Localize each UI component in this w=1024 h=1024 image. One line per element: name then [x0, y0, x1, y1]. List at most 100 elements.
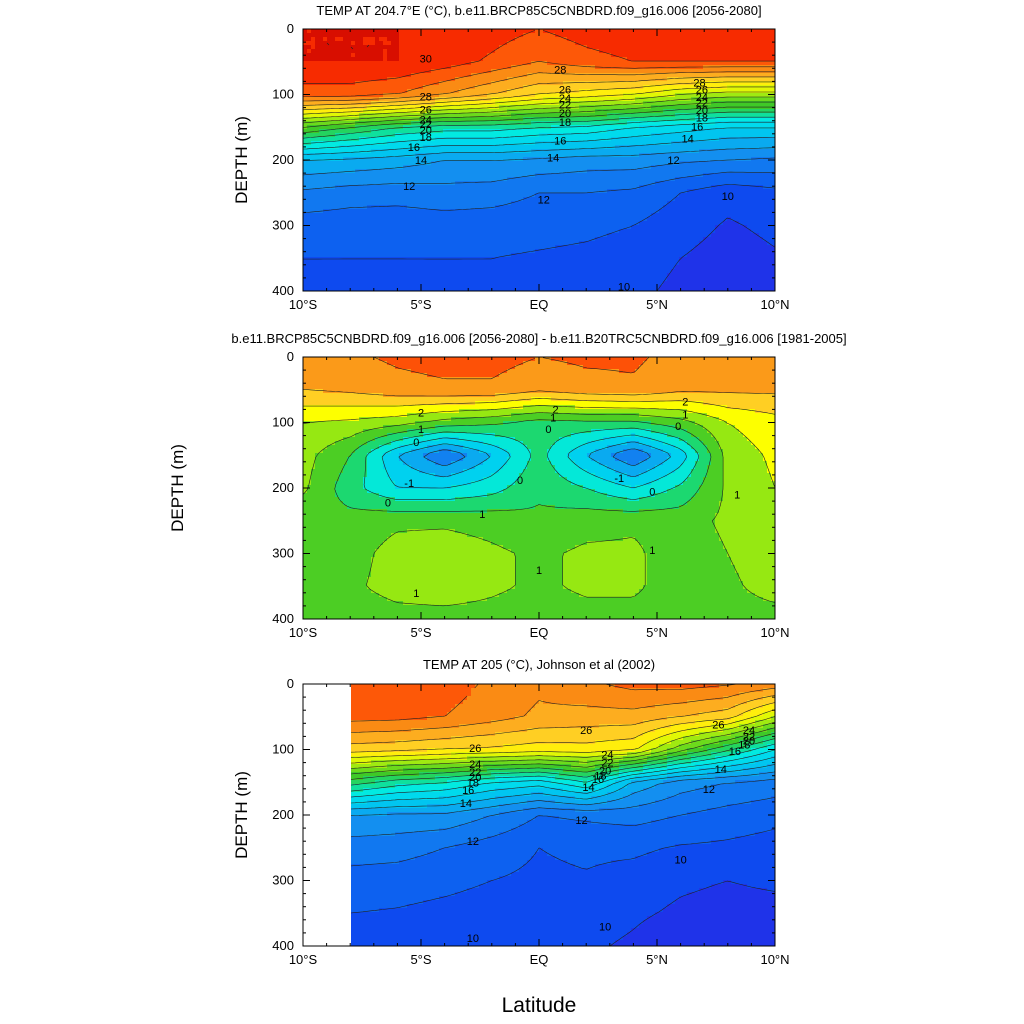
field-cell: [327, 193, 332, 198]
field-cell: [599, 149, 604, 154]
field-cell: [735, 169, 740, 174]
field-cell: [483, 57, 488, 62]
field-cell: [707, 81, 712, 86]
field-cell: [647, 89, 652, 94]
field-cell: [547, 161, 552, 166]
field-cell: [587, 169, 592, 174]
field-cell: [683, 145, 688, 150]
field-cell: [563, 69, 568, 74]
field-cell: [307, 69, 312, 74]
field-cell: [435, 173, 440, 178]
field-cell: [603, 193, 608, 198]
field-cell: [595, 85, 600, 90]
field-cell: [411, 101, 416, 106]
field-cell: [355, 61, 360, 66]
field-cell: [667, 117, 672, 122]
field-cell: [431, 113, 436, 118]
field-cell: [699, 45, 704, 50]
field-cell: [467, 89, 472, 94]
field-cell: [407, 189, 412, 194]
field-cell: [475, 29, 480, 34]
field-cell: [363, 125, 368, 130]
field-cell: [439, 85, 444, 90]
field-cell: [707, 125, 712, 130]
field-cell: [431, 85, 436, 90]
field-cell: [583, 81, 588, 86]
field-cell: [391, 49, 396, 54]
field-cell: [399, 161, 404, 166]
field-cell: [679, 177, 684, 182]
field-cell: [763, 73, 768, 78]
field-cell: [467, 69, 472, 74]
field-cell: [311, 109, 316, 114]
field-cell: [543, 189, 548, 194]
field-cell: [759, 137, 764, 142]
field-cell: [679, 129, 684, 134]
field-cell: [635, 73, 640, 78]
field-cell: [467, 105, 472, 110]
field-cell: [575, 173, 580, 178]
field-cell: [615, 157, 620, 162]
field-cell: [743, 37, 748, 42]
field-cell: [495, 181, 500, 186]
field-cell: [583, 181, 588, 186]
field-cell: [423, 165, 428, 170]
field-cell: [471, 41, 476, 46]
field-cell: [551, 105, 556, 110]
field-cell: [627, 161, 632, 166]
field-cell: [347, 125, 352, 130]
field-cell: [675, 173, 680, 178]
field-cell: [743, 49, 748, 54]
field-cell: [467, 173, 472, 178]
field-cell: [575, 85, 580, 90]
field-cell: [591, 117, 596, 122]
field-cell: [563, 49, 568, 54]
field-cell: [615, 81, 620, 86]
field-cell: [431, 169, 436, 174]
field-cell: [323, 157, 328, 162]
field-cell: [439, 161, 444, 166]
field-cell: [699, 169, 704, 174]
field-cell: [727, 153, 732, 158]
field-cell: [535, 189, 540, 194]
field-cell: [767, 97, 772, 102]
field-cell: [671, 49, 676, 54]
field-cell: [635, 181, 640, 186]
field-cell: [695, 157, 700, 162]
field-cell: [559, 97, 564, 102]
field-cell: [487, 49, 492, 54]
field-cell: [759, 73, 764, 78]
field-cell: [407, 145, 412, 150]
field-cell: [667, 85, 672, 90]
field-cell: [387, 197, 392, 202]
field-cell: [607, 113, 612, 118]
field-cell: [331, 65, 336, 70]
field-cell: [551, 65, 556, 70]
field-cell: [675, 93, 680, 98]
field-cell: [571, 97, 576, 102]
field-cell: [355, 77, 360, 82]
field-cell: [387, 145, 392, 150]
field-cell: [395, 189, 400, 194]
field-cell: [347, 93, 352, 98]
field-cell: [723, 129, 728, 134]
field-cell: [475, 149, 480, 154]
field-cell: [415, 81, 420, 86]
field-cell: [375, 89, 380, 94]
field-cell: [403, 177, 408, 182]
field-cell: [651, 109, 656, 114]
field-cell: [595, 145, 600, 150]
field-cell: [691, 193, 696, 198]
field-cell: [703, 161, 708, 166]
field-cell: [759, 161, 764, 166]
field-cell: [515, 173, 520, 178]
field-cell: [763, 37, 768, 42]
field-cell: [619, 189, 624, 194]
field-cell: [571, 81, 576, 86]
field-cell: [495, 93, 500, 98]
field-cell: [427, 29, 432, 34]
field-cell: [555, 93, 560, 98]
field-cell: [595, 141, 600, 146]
field-cell: [487, 73, 492, 78]
field-cell: [575, 133, 580, 138]
